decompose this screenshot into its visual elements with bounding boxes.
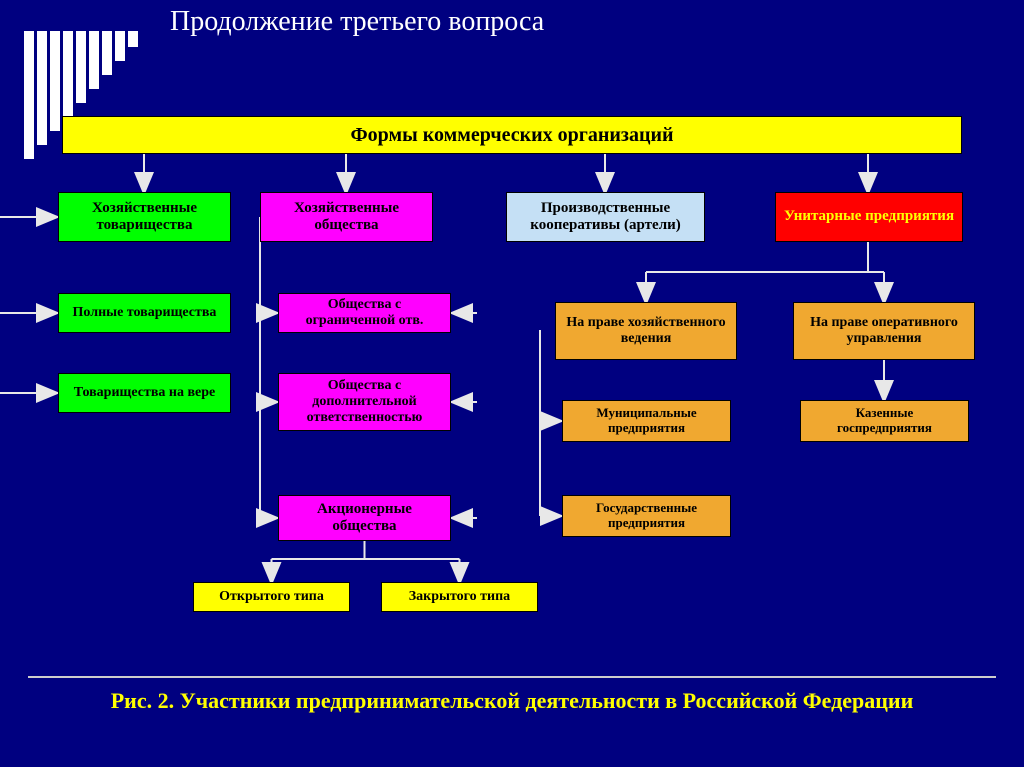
root-root: Формы коммерческих организаций <box>62 116 962 154</box>
unitary-child-gos: Государственные предприятия <box>562 495 731 537</box>
unitary-child-kazennye: Казенные госпредприятия <box>800 400 969 442</box>
slide-title: Продолжение третьего вопроса <box>170 6 544 38</box>
obshchestva-child-odo: Общества с дополнительной ответственност… <box>278 373 451 431</box>
level1-obshchestva: Хозяйственные общества <box>260 192 433 242</box>
divider-line <box>28 676 996 678</box>
obshchestva-child-ao: Акционерные общества <box>278 495 451 541</box>
tovarishchestva-child-na_vere: Товарищества на вере <box>58 373 231 413</box>
level1-kooperativy: Производственные кооперативы (артели) <box>506 192 705 242</box>
tovarishchestva-child-polnye: Полные товарищества <box>58 293 231 333</box>
level1-tovarishchestva: Хозяйственные товарищества <box>58 192 231 242</box>
ao-child-closed: Закрытого типа <box>381 582 538 612</box>
level1-unitarnye: Унитарные предприятия <box>775 192 963 242</box>
figure-caption: Рис. 2. Участники предпринимательской де… <box>0 688 1024 714</box>
ao-child-open: Открытого типа <box>193 582 350 612</box>
obshchestva-child-ooo: Общества с ограниченной отв. <box>278 293 451 333</box>
unitary-child-oper_upr: На праве оперативного управления <box>793 302 975 360</box>
unitary-child-municipal: Муниципальные предприятия <box>562 400 731 442</box>
unitary-child-hoz_ved: На праве хозяйственного ведения <box>555 302 737 360</box>
